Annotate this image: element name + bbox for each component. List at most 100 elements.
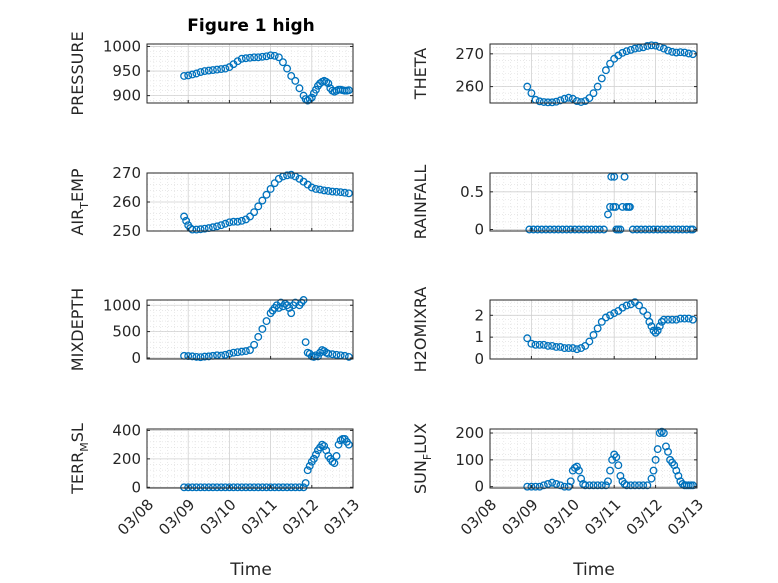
chart-6-y-label-main: TERR	[68, 452, 87, 495]
chart-1-point	[664, 46, 672, 55]
chart-2-point	[188, 225, 197, 234]
chart-5-point	[544, 341, 552, 350]
chart-7-point	[601, 481, 610, 490]
chart-6-point	[303, 466, 312, 475]
chart-2-point	[266, 184, 275, 193]
chart-5-point	[659, 315, 668, 324]
chart-6-xtick-label: 03/10	[196, 496, 239, 539]
chart-5-ytick-label: 1	[474, 328, 484, 346]
chart-2-y-label-sub: T	[78, 202, 91, 210]
chart-1-point	[556, 96, 565, 105]
chart-6-point	[301, 479, 310, 487]
chart-6-point	[250, 483, 259, 492]
chart-7-y-label-sub: F	[421, 454, 434, 460]
chart-5-point	[531, 340, 540, 349]
chart-7-point	[566, 477, 575, 486]
chart-3-point	[670, 225, 679, 234]
chart-0-point	[287, 72, 296, 80]
chart-5-point	[593, 324, 602, 333]
chart-4-point	[221, 350, 230, 359]
chart-1-point	[684, 49, 693, 58]
chart-6-point	[311, 450, 320, 459]
chart-7-point	[539, 481, 548, 490]
chart-6-point	[332, 452, 341, 460]
chart-4-panel: 0 500 1000 MIXDEPTH	[68, 288, 354, 371]
chart-5-point	[548, 341, 557, 350]
chart-3-point	[625, 202, 634, 211]
chart-6-xtick-label: 03/09	[155, 496, 198, 539]
chart-0-y-label-main: PRESSURE	[68, 31, 87, 115]
chart-0-point	[217, 65, 226, 74]
chart-5-point	[589, 331, 598, 339]
chart-2-ytick-label: 250	[112, 222, 141, 240]
chart-4-ytick-label: 0	[131, 349, 141, 367]
chart-0-point	[322, 77, 331, 86]
chart-5-point	[622, 301, 631, 310]
chart-4-point	[309, 352, 318, 361]
chart-3-point	[662, 225, 670, 234]
chart-5-point	[649, 326, 658, 335]
chart-0-point	[250, 53, 259, 62]
chart-7-point	[614, 461, 623, 470]
chart-0-point	[196, 68, 205, 76]
chart-2-y-label-main: AIR	[68, 209, 87, 236]
chart-5-point	[527, 339, 536, 348]
chart-7-point	[556, 481, 565, 490]
chart-4-point	[324, 349, 333, 358]
chart-6-point	[246, 483, 254, 492]
chart-7-point	[604, 477, 612, 486]
chart-2-point	[200, 224, 209, 233]
chart-6-point	[305, 462, 314, 470]
chart-2-point	[344, 189, 353, 198]
chart-7-points	[523, 427, 697, 491]
chart-6-ytick-label: 0	[131, 478, 141, 496]
chart-7-xtick-label: 03/13	[664, 496, 707, 539]
chart-2-panel: 250 260 270 AIRTEMP	[68, 164, 354, 240]
chart-1-point	[647, 41, 656, 50]
chart-0-plot-area	[147, 44, 353, 103]
chart-3-point	[558, 225, 567, 234]
chart-5-point	[684, 314, 693, 323]
chart-1-point	[523, 82, 532, 91]
chart-2-point	[262, 190, 271, 199]
chart-6-point	[287, 483, 296, 492]
chart-6-point	[320, 442, 329, 451]
chart-6-point	[266, 483, 275, 492]
chart-0-point	[344, 86, 353, 95]
chart-4-point	[262, 317, 271, 326]
chart-3-point	[579, 225, 588, 234]
chart-7-point	[643, 481, 652, 490]
chart-2-ytick-label: 270	[112, 164, 141, 182]
chart-6-point	[208, 483, 217, 492]
chart-2-point	[192, 225, 201, 234]
chart-6-ytick-label: 200	[112, 450, 141, 468]
chart-2-point	[332, 187, 341, 196]
chart-3-axes-box	[489, 172, 698, 232]
chart-0-point	[279, 58, 287, 67]
chart-2-point	[258, 196, 267, 205]
chart-1-point	[597, 74, 606, 83]
chart-1-y-label-main: THETA	[411, 48, 430, 100]
chart-0-point	[241, 54, 250, 63]
chart-0-point	[254, 53, 263, 62]
chart-6-point	[274, 483, 283, 492]
chart-4-point	[233, 348, 242, 357]
chart-4-point	[246, 346, 254, 354]
chart-1-point	[560, 94, 569, 103]
chart-6-point	[217, 483, 226, 492]
chart-7-xtick-label: 03/08	[457, 496, 500, 539]
chart-7-point	[531, 482, 540, 491]
chart-6-point	[180, 483, 189, 492]
chart-5-point	[560, 344, 569, 353]
chart-3-ytick-label: 0.5	[460, 183, 484, 201]
chart-7-point	[630, 481, 639, 490]
chart-3-points	[525, 172, 697, 234]
chart-5-point	[606, 311, 615, 320]
chart-0-point	[221, 64, 230, 73]
chart-2-point	[274, 174, 283, 183]
chart-1-point	[626, 45, 635, 54]
chart-5-y-axis-label: H2OMIXRA	[411, 287, 430, 373]
chart-7-point	[527, 482, 536, 491]
chart-6-point	[241, 483, 250, 492]
